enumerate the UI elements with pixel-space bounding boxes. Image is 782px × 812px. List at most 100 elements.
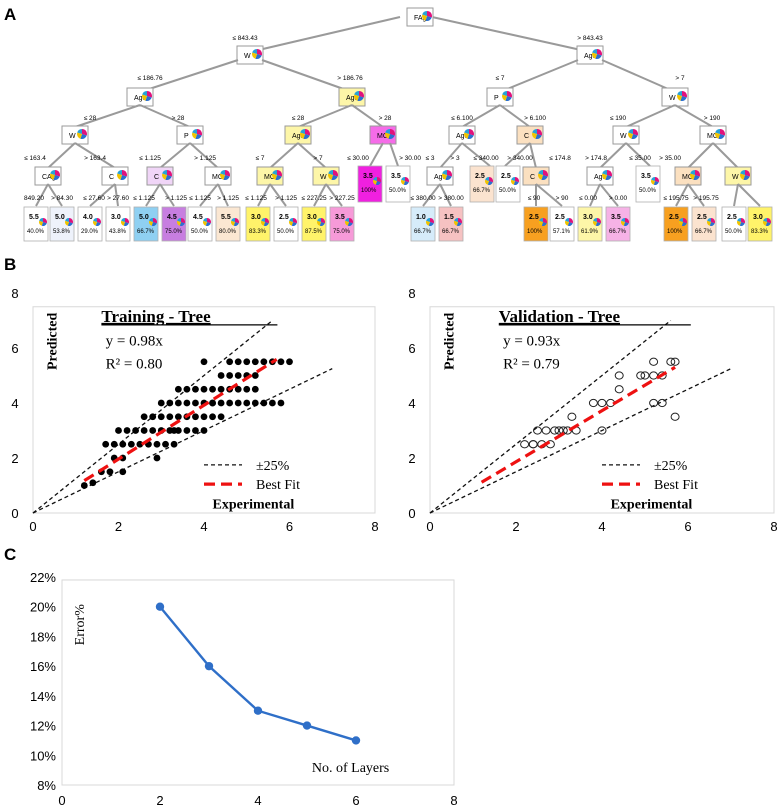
tree-edge — [369, 142, 384, 167]
data-point — [670, 412, 680, 421]
data-point — [209, 399, 216, 407]
tree-leaf-value: 3.0 — [251, 214, 261, 221]
data-point — [226, 372, 234, 379]
tree-leaf-value: 2.5 — [501, 173, 511, 180]
pie-icon — [676, 91, 688, 101]
data-point — [226, 358, 234, 366]
panel-label-c: C — [4, 545, 16, 564]
tree-leaf-pct: 43.8% — [109, 229, 127, 235]
tree-edge-label: ≤ 227.25 — [301, 195, 327, 202]
pie-icon — [679, 218, 687, 226]
best-fit-line — [83, 358, 278, 483]
y-tick-label: 6 — [11, 341, 18, 356]
data-point — [226, 399, 234, 407]
pie-icon — [328, 170, 338, 180]
data-point — [260, 399, 268, 407]
y-tick-label: 6 — [408, 341, 415, 356]
tree-leaf-value: 2.5 — [529, 214, 539, 221]
legend-fit-label: Best Fit — [654, 478, 698, 493]
y-tick-label: 0 — [408, 506, 415, 521]
chart-title: Validation - Tree — [499, 307, 621, 326]
error-point — [155, 602, 165, 611]
tree-edge — [589, 183, 601, 207]
tree-node-label: Age — [594, 174, 607, 181]
tree-leaf-pct: 50.0% — [725, 229, 743, 235]
tree-node-label: C — [154, 174, 159, 181]
tree-leaf-pct: 87.5% — [305, 229, 323, 235]
tree-leaf-value: 2.5 — [555, 214, 565, 221]
tree-edge-label: > 190 — [704, 115, 721, 122]
tree-node-label: W — [320, 174, 327, 181]
tree-leaf-pct: 100% — [527, 229, 543, 235]
tree-edge — [461, 142, 491, 167]
tree-leaf-pct: 50.0% — [191, 229, 209, 235]
tree-edge — [269, 183, 287, 207]
legend-band-label: ±25% — [256, 459, 290, 474]
tree-leaf-pct: 100% — [361, 188, 377, 194]
data-point — [234, 385, 242, 393]
data-point — [597, 426, 607, 435]
y-axis-title: Predicted — [46, 313, 61, 370]
tree-node-label: Age — [134, 95, 147, 102]
tree-leaf-value: 2.5 — [279, 214, 289, 221]
tree-leaf-value: 3.5 — [641, 173, 651, 180]
data-point — [174, 385, 182, 393]
tree-leaf-value: 1.5 — [444, 214, 454, 221]
tree-edge-label: > 340.00 — [507, 155, 533, 162]
data-point — [234, 399, 242, 407]
pie-icon — [591, 49, 603, 60]
tree-leaf-pct: 53.8% — [53, 229, 71, 235]
tree-edge — [159, 183, 175, 207]
tree-edge-label: > 28 — [172, 115, 185, 122]
y-tick-label: 22% — [30, 570, 56, 585]
pie-icon — [92, 218, 101, 227]
pie-icon — [763, 218, 771, 226]
y-axis-title: Predicted — [443, 313, 458, 370]
y-tick-label: 4 — [408, 396, 415, 411]
tree-leaf-value: 3.0 — [111, 214, 121, 221]
tree-edge — [74, 142, 116, 169]
x-tick-label: 2 — [156, 793, 163, 808]
data-point — [153, 440, 161, 448]
fit-equation: y = 0.93x — [503, 333, 561, 349]
x-tick-label: 4 — [254, 793, 261, 808]
tree-leaf-value: 5.0 — [139, 214, 149, 221]
tree-leaf-pct: 61.9% — [581, 229, 599, 235]
tree-node-label: FAg — [414, 15, 427, 22]
data-point — [554, 426, 564, 435]
tree-edge-label: ≤ 843.43 — [232, 35, 258, 42]
error-line-chart: 0 2 4 6 8 8% 10% 12% 14% 16% 18% 20% 22% Error% No. of… — [30, 570, 458, 808]
error-point — [253, 706, 263, 715]
data-point — [166, 413, 174, 421]
pie-icon — [317, 218, 325, 226]
data-point — [200, 413, 208, 421]
tree-edge — [145, 183, 161, 207]
tree-node-label: MC — [377, 133, 388, 140]
y-tick-label: 8 — [11, 286, 18, 301]
tree-leaf-pct: 29.0% — [81, 229, 99, 235]
pie-icon — [737, 218, 745, 226]
tree-node-label: MC — [212, 174, 223, 181]
tree-edge — [313, 183, 327, 207]
data-point — [149, 427, 157, 434]
pie-icon — [300, 129, 310, 139]
tree-leaf-value: 2.5 — [475, 173, 485, 180]
pie-icon — [116, 170, 128, 180]
tree-leaf-pct: 50.0% — [389, 188, 407, 194]
tree-leaf-pct: 40.0% — [27, 229, 45, 235]
data-point — [183, 385, 191, 393]
data-point — [183, 427, 191, 434]
tree-leaf-value: 4.5 — [167, 214, 177, 221]
pie-icon — [191, 129, 202, 139]
tree-leaf-pct: 75.0% — [165, 229, 183, 235]
data-point — [597, 398, 607, 408]
tree-edge — [159, 142, 191, 169]
tree-edge-label: ≤ 1.125 — [139, 155, 161, 162]
x-tick-label: 6 — [286, 519, 293, 534]
data-point — [115, 427, 122, 434]
tree-edge — [199, 183, 219, 207]
pie-icon — [272, 170, 282, 180]
tree-edge-label: > 163.4 — [84, 155, 106, 162]
y-tick-label: 16% — [30, 659, 56, 674]
tree-edge — [737, 183, 761, 207]
